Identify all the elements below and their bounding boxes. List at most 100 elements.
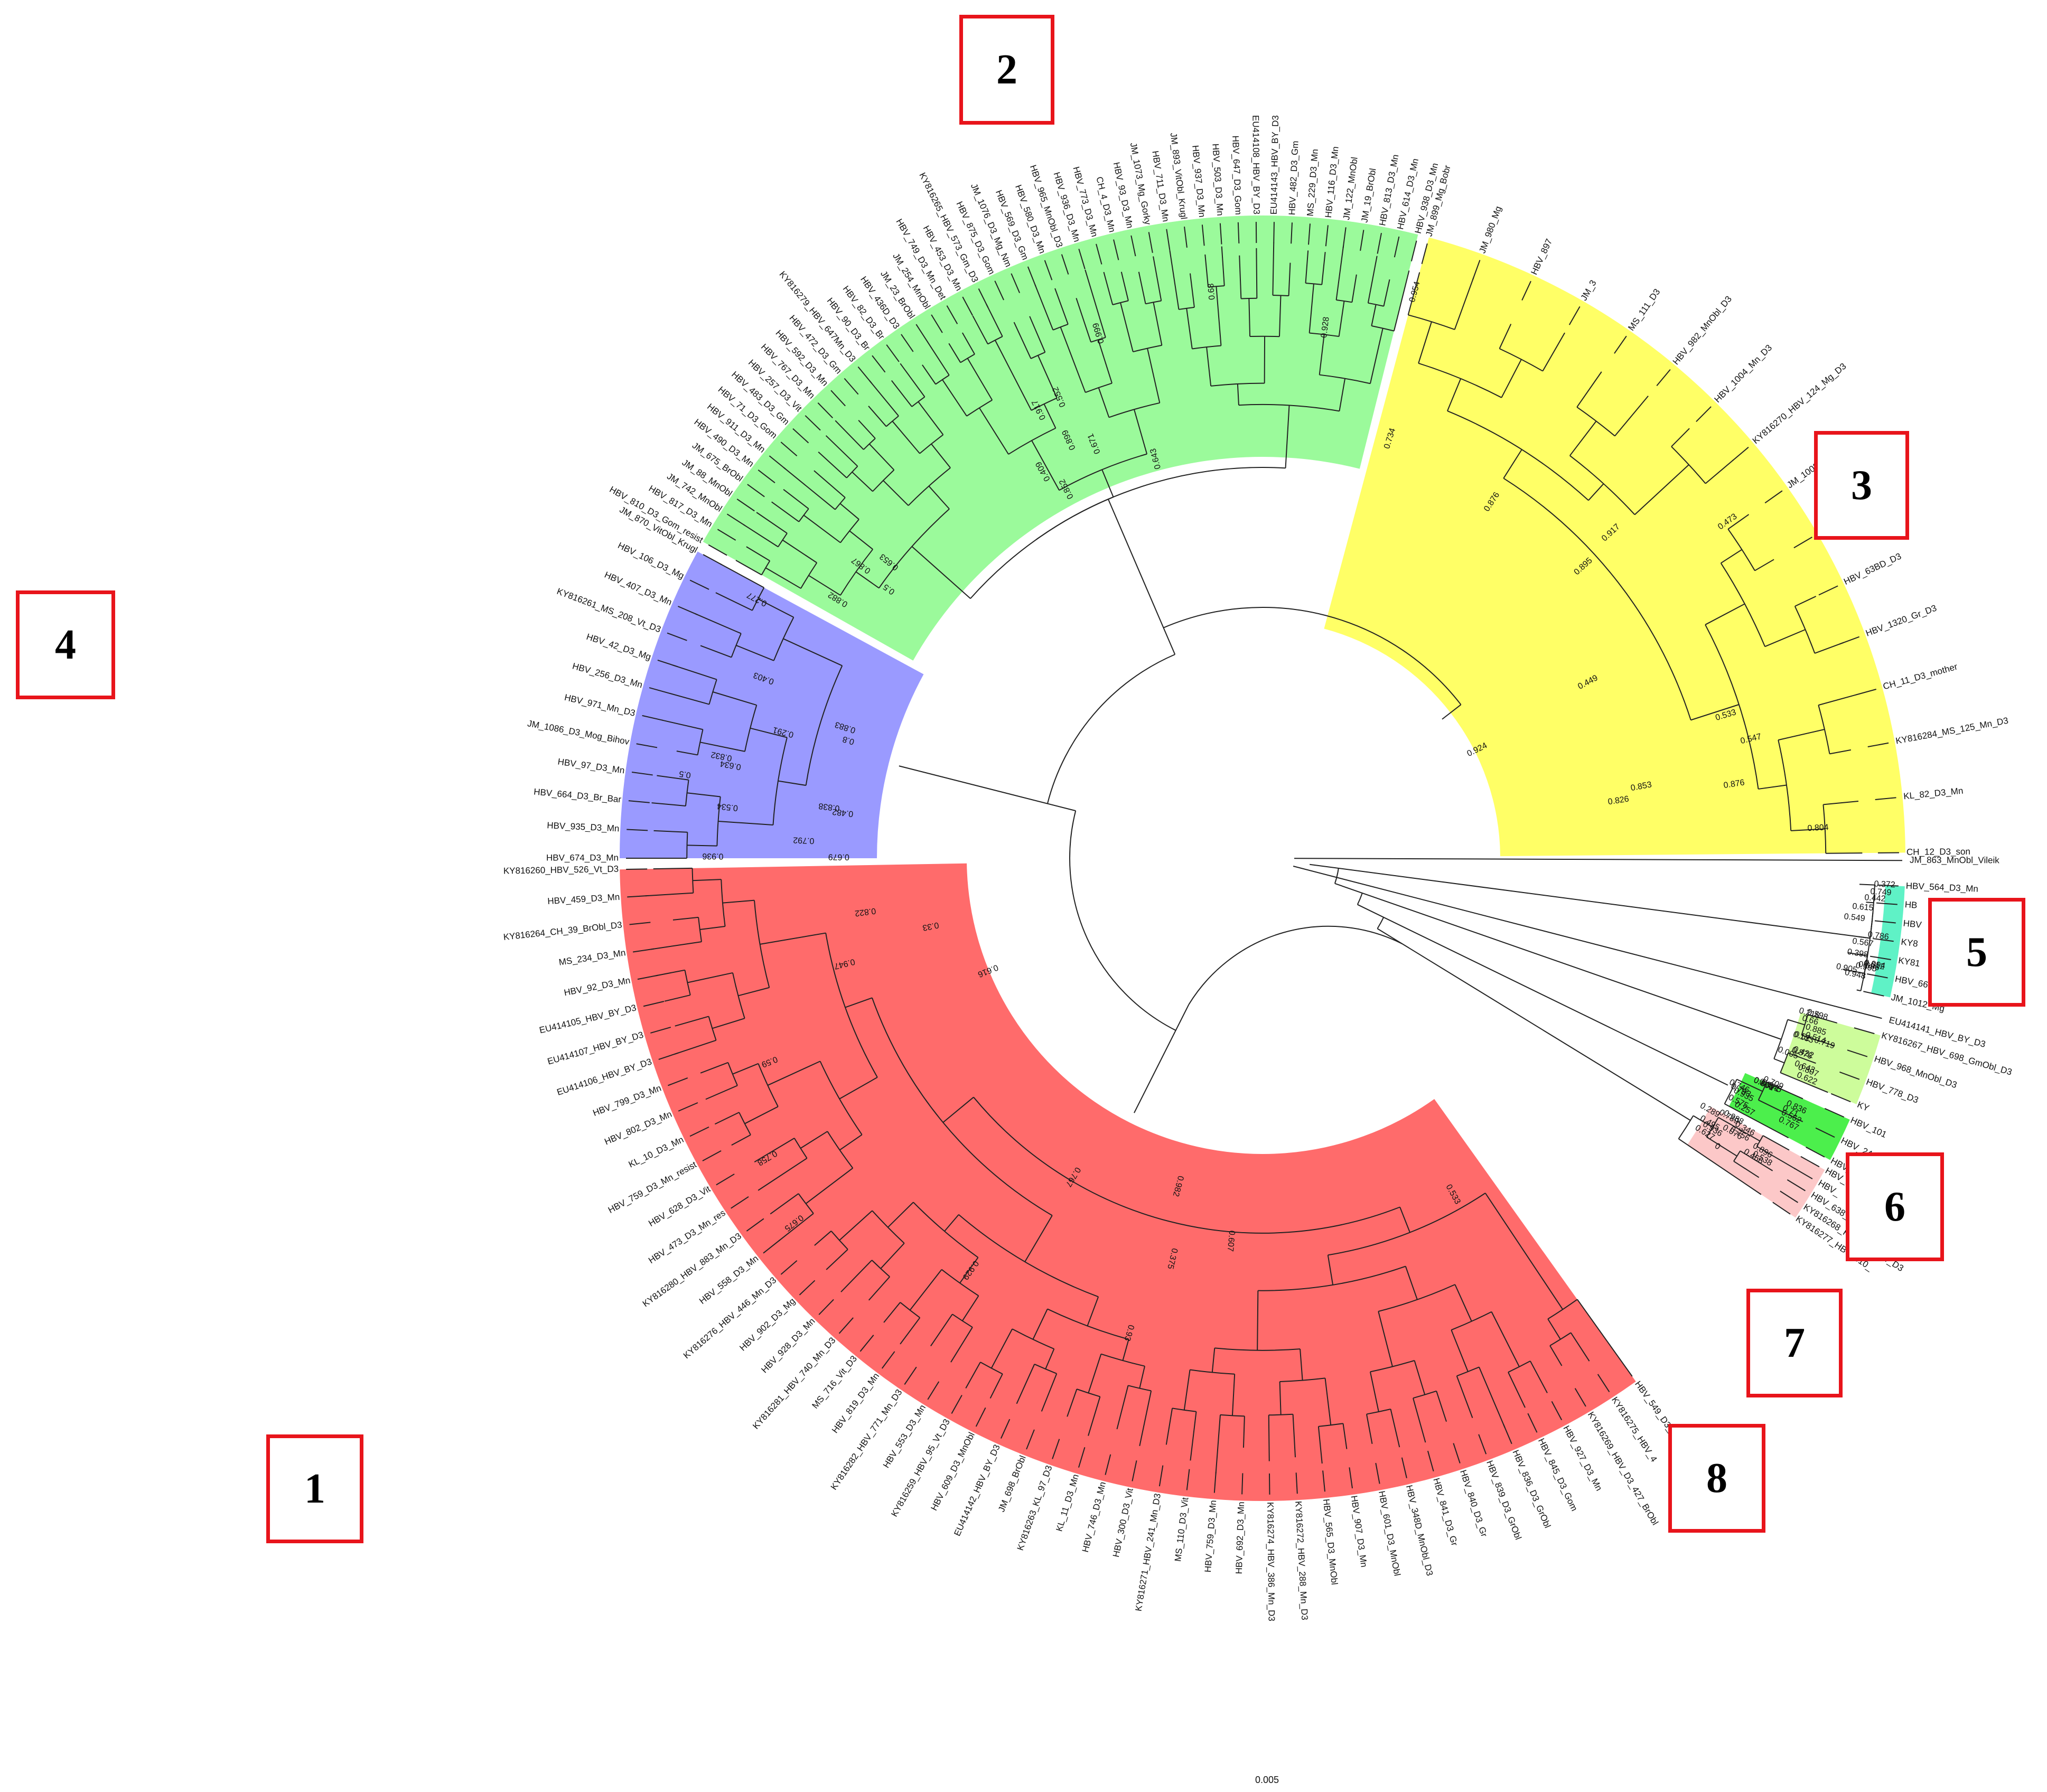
leaf-label: KY8 — [1900, 937, 1918, 949]
leaf-label: HBV_692_D3_Mn — [1234, 1502, 1246, 1574]
leaf-label: HBV_106_D3_Mg — [616, 540, 686, 581]
leaf-label: HBV_565_D3_MnObl — [1321, 1498, 1340, 1585]
clade-sector-4 — [620, 551, 924, 858]
leaf-label: KY816276_HBV_446_Mn_D3 — [681, 1275, 778, 1361]
leaf-label: JM_698_BrObl — [996, 1454, 1028, 1513]
leaf-label: JM_122_MnObl — [1341, 156, 1360, 220]
clade-label-3: 3 — [1814, 431, 1909, 540]
clade-label-6: 6 — [1846, 1152, 1944, 1261]
clade-label-8: 8 — [1668, 1424, 1765, 1533]
support-value: 0.534 — [716, 801, 739, 812]
leaf-label: KY816269_HBV_D3_427_BrObl — [1586, 1410, 1660, 1527]
support-value: 0.607 — [1226, 1230, 1236, 1252]
tree-branches — [626, 222, 1902, 1495]
clade-sector-2 — [703, 215, 1418, 661]
leaf-label: HBV_90_D3_Br — [825, 296, 872, 352]
support-value: 0.838 — [818, 801, 840, 813]
leaf-label: HBV_935_D3_Mn — [547, 820, 620, 833]
leaf-label: HBV_746_D3_Mn — [1080, 1481, 1108, 1553]
leaf-label: KY816272_HBV_288_Mn_D3 — [1293, 1501, 1310, 1621]
support-value: 0.822 — [854, 906, 876, 917]
leaf-label: KY816260_HBV_526_Vt_D3 — [503, 864, 619, 876]
leaf-label: EU414107_HBV_BY_D3 — [546, 1030, 644, 1067]
leaf-label: KY81 — [1898, 955, 1921, 969]
support-value: 0.686 — [1858, 960, 1881, 972]
leaf-label: HBV_799_D3_Mn — [592, 1083, 663, 1118]
leaf-label: HBV_256_D3_Mn — [571, 661, 643, 690]
support-value: 0.482 — [831, 807, 854, 818]
leaf-label: MS_234_D3_Mn — [558, 947, 627, 968]
support-value: 0.679 — [828, 852, 849, 861]
leaf-label: HBV_601_D3_MnObl — [1377, 1490, 1403, 1577]
leaf-label: HBV_82_D3_Br — [841, 284, 887, 342]
support-value: 0.33 — [922, 920, 940, 932]
leaf-label: HBV_802_D3_Mn — [603, 1109, 673, 1147]
leaf-label: JM_863_MnObl_Vileik — [1910, 855, 1999, 866]
leaf-label: EU414143_HBV_BY_D3 — [1269, 115, 1280, 214]
clade-sector-5 — [1871, 885, 1905, 998]
support-value: 0.804 — [1807, 823, 1829, 833]
support-value: 0.549 — [1844, 912, 1866, 923]
leaf-label: EU414105_HBV_BY_D3 — [538, 1002, 637, 1035]
leaf-label: HBV_348D_MnObl_D3 — [1404, 1484, 1435, 1577]
leaf-label: CH_4_D3_Mn — [1094, 176, 1117, 233]
leaf-label: KY816259_HBV_95_Vt_D3 — [889, 1418, 952, 1519]
support-value: 0.786 — [1867, 930, 1890, 942]
clade-sectors — [620, 215, 1905, 1501]
support-value: 0.749 — [1870, 887, 1892, 897]
leaf-label: HBV_97_D3_Mn — [557, 756, 625, 775]
support-value: 0.928 — [1320, 316, 1331, 339]
leaf-label: HBV_664_D3_Br_Bar — [534, 786, 622, 804]
leaf-label: HBV_647_D3_Gom — [1230, 135, 1244, 215]
leaf-label: HBV_982_MnObl_D3 — [1671, 294, 1734, 367]
leaf-label: HBV_116_D3_Mn — [1323, 146, 1341, 218]
leaf-label: HBV_937_D3_Mn — [1190, 145, 1207, 218]
support-value: 0.634 — [719, 759, 742, 772]
support-value: 0.398 — [1847, 947, 1869, 960]
support-value: 0.826 — [1607, 794, 1630, 806]
leaf-label: KL_11_D3_Mn — [1054, 1473, 1081, 1533]
clade-sector-3 — [1324, 237, 1905, 857]
leaf-label: HBV — [1903, 918, 1922, 930]
leaf-label: HBV_840_D3_Gr — [1458, 1469, 1489, 1538]
leaf-label: KY816263_KL_97_D3 — [1015, 1464, 1054, 1552]
support-value: 0.936 — [702, 851, 723, 860]
clade-label-2: 2 — [959, 15, 1054, 125]
leaf-label: HBV_839_D3_GrObl — [1484, 1459, 1523, 1541]
leaf-label: KY816281_HBV_740_Mn_D3 — [751, 1335, 837, 1431]
support-value: 0.372 — [1874, 879, 1895, 889]
leaf-label: EU414108_HBV_BY_D3 — [1250, 115, 1261, 214]
leaf-label: HB — [1904, 899, 1918, 911]
leaf-label: HBV_564_D3_Mn — [1905, 881, 1978, 894]
leaf-label: JM_980_Mg — [1477, 205, 1503, 255]
leaf-label: HBV_778_D3 — [1865, 1077, 1920, 1105]
leaf-label: KL_10_D3_Mn — [627, 1134, 685, 1170]
leaf-label: KY816274_HBV_386_Mn_D3 — [1265, 1502, 1277, 1621]
leaf-label: MS_111_D3 — [1626, 287, 1662, 332]
leaf-label: HBV_92_D3_Mn — [563, 975, 631, 998]
clade-sector-6 — [1728, 1073, 1850, 1160]
leaf-label: KY — [1856, 1100, 1871, 1113]
leaf-label: HBV_407_D3_Mn — [603, 570, 673, 608]
clade-label-7: 7 — [1746, 1289, 1843, 1397]
leaf-label: HBV_1320_Gr_D3 — [1864, 603, 1938, 639]
support-value: 0.68 — [1207, 283, 1217, 301]
leaf-label: HBV_1004_Mn_D3 — [1712, 343, 1774, 405]
leaf-label: MS_110_D3_Vit — [1173, 1497, 1190, 1562]
leaf-label: HBV_503_D3_Mn — [1210, 143, 1225, 216]
support-value: 0.792 — [793, 835, 815, 845]
leaf-label: KY816264_CH_39_BrObl_D3 — [503, 920, 623, 942]
leaf-label: HBV_971_Mn_D3 — [564, 692, 637, 718]
leaf-label: JM_1086_D3_Mog_Bihov — [527, 718, 630, 747]
leaf-label: HBV_907_D3_Mn — [1349, 1495, 1369, 1568]
leaf-label: HBV_674_D3_Mn — [546, 852, 619, 862]
support-value: 0.567 — [1852, 937, 1874, 949]
leaf-label: MS_229_D3_Mn — [1305, 148, 1320, 217]
leaf-label: HBV_459_D3_Mn — [547, 892, 620, 906]
leaf-label: KY816284_MS_125_Mn_D3 — [1895, 716, 2009, 746]
leaf-label: HBV_101 — [1849, 1115, 1888, 1140]
clade-sector-7 — [1780, 1012, 1881, 1104]
leaf-label: HBV_897 — [1529, 237, 1554, 276]
clade-label-1: 1 — [266, 1434, 363, 1543]
